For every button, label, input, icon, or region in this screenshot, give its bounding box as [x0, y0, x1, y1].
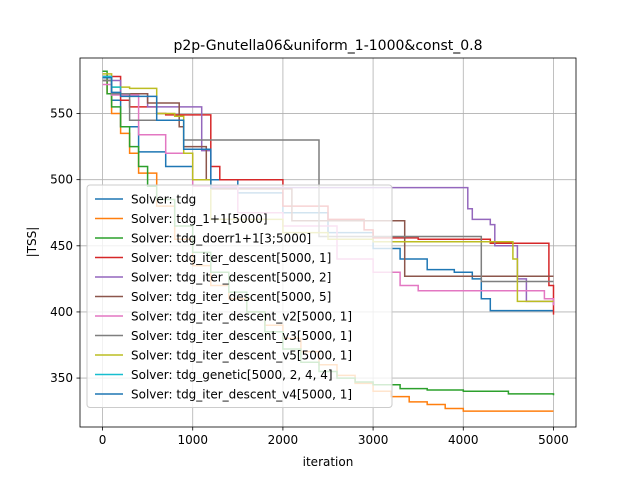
x-axis-label: iteration	[303, 455, 354, 469]
legend-label: Solver: tdg_iter_descent[5000, 1]	[131, 251, 331, 265]
legend-label: Solver: tdg_iter_descent_v4[5000, 1]	[131, 388, 352, 402]
x-tick-label: 2000	[268, 433, 299, 447]
x-tick-label: 1000	[177, 433, 208, 447]
legend: Solver: tdg Solver: tdg_1+1[5000] Solver: …	[86, 184, 393, 408]
series-line-7	[102, 79, 554, 283]
y-axis-label: |TSS|	[25, 227, 39, 258]
legend-label: Solver: tdg_iter_descent[5000, 2]	[131, 271, 331, 285]
plot-frame	[79, 57, 577, 428]
legend-label: Solver: tdg	[131, 193, 196, 207]
x-ticks: 0 1000 2000 3000 4000 5000	[99, 427, 569, 447]
y-tick-label: 500	[50, 173, 73, 187]
y-tick-label: 450	[50, 239, 73, 253]
y-ticks: 350 400 450 500 550	[50, 107, 80, 385]
legend-box	[86, 184, 393, 408]
legend-label: Solver: tdg_iter_descent[5000, 5]	[131, 290, 331, 304]
legend-label: Solver: tdg_1+1[5000]	[131, 212, 268, 226]
legend-label: Solver: tdg_iter_descent_v5[5000, 1]	[131, 349, 352, 363]
chart-title: p2p-Gnutella06&uniform_1-1000&const_0.8	[174, 38, 483, 54]
legend-label: Solver: tdg_iter_descent_v2[5000, 1]	[131, 310, 352, 324]
x-tick-label: 3000	[358, 433, 389, 447]
x-tick-label: 0	[99, 433, 107, 447]
series-line-10	[102, 77, 212, 189]
legend-label: Solver: tdg_iter_descent_v3[5000, 1]	[131, 329, 352, 343]
x-tick-label: 4000	[448, 433, 479, 447]
y-tick-label: 550	[50, 107, 73, 121]
y-tick-label: 400	[50, 305, 73, 319]
legend-label: Solver: tdg_doerr1+1[3;5000]	[131, 232, 311, 246]
y-tick-label: 350	[50, 371, 73, 385]
legend-label: Solver: tdg_genetic[5000, 2, 4, 4]	[131, 368, 333, 382]
x-tick-label: 5000	[538, 433, 569, 447]
